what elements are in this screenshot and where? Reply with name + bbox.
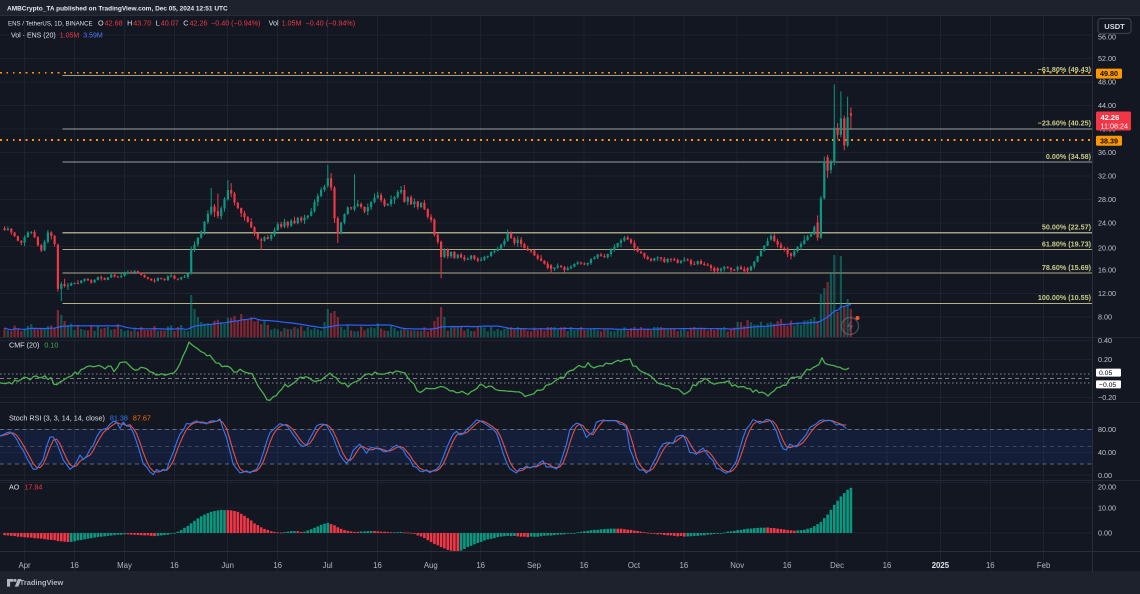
svg-text:USDT: USDT bbox=[1104, 22, 1125, 31]
svg-text:0.20: 0.20 bbox=[1098, 355, 1112, 364]
svg-text:12.00: 12.00 bbox=[1098, 289, 1116, 298]
svg-text:11:08:24: 11:08:24 bbox=[1101, 121, 1128, 130]
svg-text:10.00: 10.00 bbox=[1098, 503, 1116, 512]
svg-text:52.00: 52.00 bbox=[1098, 54, 1116, 63]
svg-text:36.00: 36.00 bbox=[1098, 148, 1116, 157]
svg-text:Jul: Jul bbox=[323, 561, 333, 570]
svg-text:Nov: Nov bbox=[730, 561, 744, 570]
svg-text:38.39: 38.39 bbox=[1100, 136, 1118, 145]
svg-text:−0.20: −0.20 bbox=[1098, 393, 1116, 402]
svg-text:16: 16 bbox=[883, 561, 892, 570]
svg-text:20.00: 20.00 bbox=[1098, 483, 1116, 492]
svg-text:Dec: Dec bbox=[830, 561, 844, 570]
svg-text:42.26: 42.26 bbox=[1101, 113, 1120, 122]
svg-text:May: May bbox=[117, 561, 132, 570]
svg-text:100.00% (10.55): 100.00% (10.55) bbox=[1038, 293, 1092, 302]
svg-text:28.00: 28.00 bbox=[1098, 195, 1116, 204]
svg-text:49.80: 49.80 bbox=[1100, 69, 1118, 78]
svg-text:Stoch RSI (3, 3, 14, 14, close: Stoch RSI (3, 3, 14, 14, close) 81.38 87.6… bbox=[9, 414, 151, 423]
svg-text:44.00: 44.00 bbox=[1098, 101, 1116, 110]
svg-text:0.05: 0.05 bbox=[1099, 370, 1112, 377]
svg-text:16: 16 bbox=[373, 561, 382, 570]
svg-text:ENS / TetherUS, 1D, BINANCE: ENS / TetherUS, 1D, BINANCE bbox=[8, 21, 93, 28]
svg-text:16: 16 bbox=[170, 561, 179, 570]
svg-text:Sep: Sep bbox=[527, 561, 542, 570]
svg-text:0.00: 0.00 bbox=[1098, 529, 1112, 538]
svg-text:Oct: Oct bbox=[628, 561, 641, 570]
svg-text:2025: 2025 bbox=[932, 561, 950, 570]
svg-text:Apr: Apr bbox=[19, 561, 32, 570]
svg-text:16: 16 bbox=[476, 561, 485, 570]
svg-text:CMF (20)0.10: CMF (20) 0.10 bbox=[9, 341, 58, 350]
svg-text:Aug: Aug bbox=[424, 561, 438, 570]
svg-text:61.80% (19.73): 61.80% (19.73) bbox=[1042, 239, 1092, 248]
svg-text:16: 16 bbox=[580, 561, 589, 570]
svg-text:24.00: 24.00 bbox=[1098, 219, 1116, 228]
svg-text:50.00% (22.57): 50.00% (22.57) bbox=[1042, 223, 1092, 232]
svg-text:Feb: Feb bbox=[1037, 561, 1051, 570]
svg-text:16: 16 bbox=[70, 561, 79, 570]
svg-text:0.40: 0.40 bbox=[1098, 336, 1112, 345]
svg-text:Jun: Jun bbox=[221, 561, 234, 570]
svg-text:32.00: 32.00 bbox=[1098, 172, 1116, 181]
svg-text:16: 16 bbox=[680, 561, 689, 570]
svg-text:40.00: 40.00 bbox=[1098, 448, 1116, 457]
svg-text:16.00: 16.00 bbox=[1098, 266, 1116, 275]
svg-text:78.60% (15.69): 78.60% (15.69) bbox=[1042, 263, 1092, 272]
svg-text:−0.05: −0.05 bbox=[1099, 382, 1116, 389]
svg-text:48.00: 48.00 bbox=[1098, 78, 1116, 87]
svg-text:16: 16 bbox=[783, 561, 792, 570]
svg-text:56.00: 56.00 bbox=[1098, 33, 1116, 42]
svg-text:20.00: 20.00 bbox=[1098, 244, 1116, 253]
svg-text:16: 16 bbox=[273, 561, 282, 570]
svg-text:−61.80% (49.43): −61.80% (49.43) bbox=[1038, 65, 1092, 74]
svg-text:0.00% (34.58): 0.00% (34.58) bbox=[1046, 152, 1092, 161]
svg-text:TradingView: TradingView bbox=[20, 578, 64, 587]
svg-text:16: 16 bbox=[986, 561, 995, 570]
svg-text:8.00: 8.00 bbox=[1098, 313, 1112, 322]
svg-text:AMBCrypto_TA published on Trad: AMBCrypto_TA published on TradingView.co… bbox=[7, 6, 228, 13]
svg-text:−23.60% (40.25): −23.60% (40.25) bbox=[1038, 119, 1092, 128]
svg-text:0.00: 0.00 bbox=[1098, 471, 1112, 480]
svg-text:80.00: 80.00 bbox=[1098, 425, 1116, 434]
